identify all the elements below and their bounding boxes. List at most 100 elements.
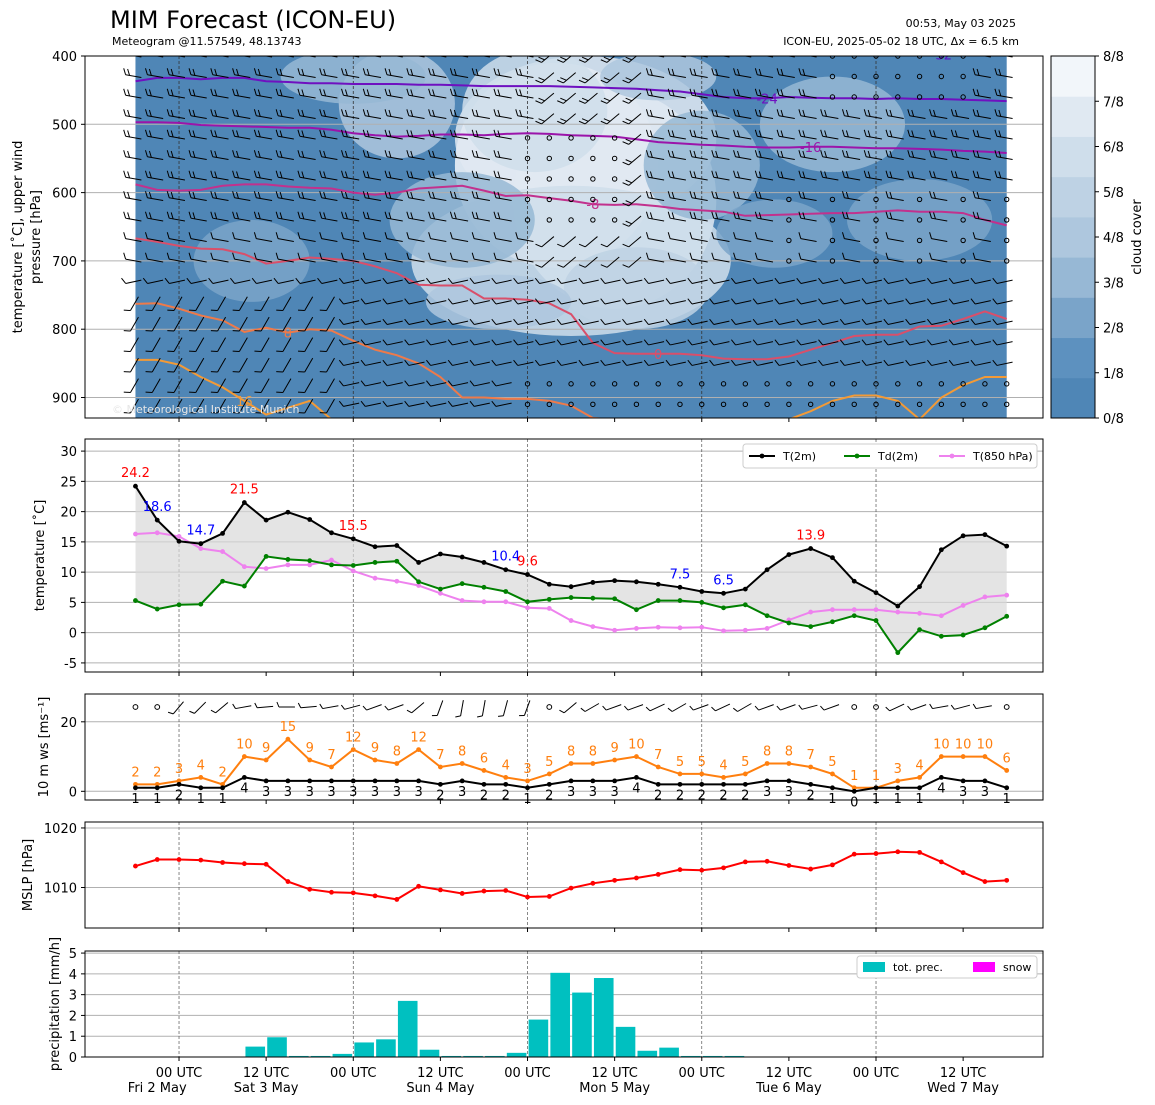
gust-value-label: 1 (872, 769, 880, 784)
wind-barb (907, 170, 926, 181)
wind-barb (839, 359, 861, 366)
y-tick-label: 0 (69, 627, 77, 642)
wind-barb (711, 109, 730, 120)
surface-wind-barb (455, 700, 464, 718)
wind-barb (800, 56, 817, 58)
wind-barb (167, 398, 183, 414)
wind-barb (404, 298, 425, 305)
wind-barb-calm (546, 381, 552, 387)
wind-series-point (568, 761, 574, 766)
wind-barb (362, 109, 382, 120)
wind-barb (166, 68, 186, 79)
wind-barb-calm (960, 217, 966, 223)
wind-barb (210, 316, 227, 332)
wind-barb-calm (546, 217, 552, 223)
wind-barb (210, 378, 227, 394)
wind-barb (382, 359, 403, 366)
wind-series-point (634, 775, 639, 780)
wind-barb (365, 56, 382, 58)
temperature-series-point (982, 594, 988, 600)
wind-barb (709, 277, 730, 284)
wind-barb (297, 357, 314, 373)
wind-series-point (350, 747, 356, 753)
wind-barb (730, 318, 752, 325)
wind-barb (123, 191, 142, 201)
temperature-series-point (154, 606, 160, 612)
temperature-series-point (394, 558, 400, 564)
temperature-series-point (263, 554, 269, 559)
wind-barb (776, 129, 795, 140)
gust-value-label: 4 (197, 758, 205, 773)
wind-barb-calm (568, 196, 574, 203)
temperature-series-point (699, 600, 705, 605)
wind-barb (927, 318, 948, 325)
mslp-series-point (350, 890, 356, 896)
mslp-series-point (133, 863, 138, 869)
wind-barb (600, 56, 620, 63)
wind-series-point (895, 785, 901, 791)
temperature-series-point (982, 625, 988, 631)
wind-barb (469, 339, 490, 346)
wind-barb (709, 298, 730, 305)
wind-barb (665, 318, 686, 325)
gust-value-label: 9 (371, 741, 379, 756)
wind-barb-calm (916, 401, 923, 408)
wind-barb-calm (829, 237, 836, 244)
mslp-series-point (938, 859, 944, 865)
temperature-series-point (808, 609, 814, 615)
wind-barb (645, 252, 665, 263)
wind-speed-value-label: 2 (654, 788, 662, 803)
mslp-series-point (503, 888, 509, 893)
legend-swatch-marker (854, 453, 860, 459)
temperature-series-point (917, 584, 922, 590)
wind-speed-value-label: 2 (480, 788, 488, 803)
temperature-series-point (1004, 543, 1010, 549)
colorbar-tick-label: 1/8 (1103, 367, 1124, 382)
temperature-series-point (459, 554, 465, 560)
wind-barb (338, 339, 360, 346)
wind-barb (733, 109, 752, 120)
wind-series-point (546, 781, 552, 787)
wind-barb (471, 211, 490, 222)
wind-barb (166, 191, 186, 201)
wind-barb (210, 398, 227, 414)
wind-ylabel: 10 m ws [ms⁻¹] (37, 697, 52, 798)
temperature-series-point (329, 557, 334, 563)
temperature-series-point (350, 536, 356, 542)
wind-barb (189, 378, 205, 394)
wind-barb-calm (829, 73, 836, 80)
legend-swatch (973, 962, 995, 972)
wind-barb (557, 113, 576, 125)
temperature-series-point (830, 555, 835, 561)
wind-barb (798, 150, 817, 160)
wind-barb (907, 109, 926, 120)
wind-barb (495, 56, 512, 58)
surface-wind-barb (254, 702, 274, 709)
x-date-label: Tue 6 May (755, 1081, 822, 1096)
temperature-series-point (372, 544, 378, 550)
wind-barb (927, 298, 948, 305)
wind-barb (557, 72, 576, 84)
wind-barb (121, 277, 142, 284)
gust-value-label: 1 (850, 769, 858, 784)
wind-barb-calm (590, 176, 596, 182)
wind-barb (578, 318, 599, 325)
wind-barb (774, 298, 795, 305)
mslp-series-point (568, 885, 574, 891)
wind-barb-calm (677, 381, 683, 387)
wind-barb (974, 56, 991, 58)
wind-barb (929, 232, 948, 242)
wind-barb (557, 56, 576, 63)
y-tick-label: 700 (52, 255, 77, 270)
wind-series-point (154, 781, 160, 787)
wind-barb (841, 211, 861, 222)
wind-barb (493, 129, 512, 140)
wind-barb (362, 252, 382, 263)
temperature-series-point (634, 626, 639, 631)
wind-barb (232, 211, 251, 222)
precipitation-bar (485, 1055, 505, 1057)
wind-barb (713, 56, 730, 58)
wind-barb (796, 318, 817, 325)
wind-barb (447, 380, 469, 387)
surface-wind-calm (873, 704, 879, 710)
